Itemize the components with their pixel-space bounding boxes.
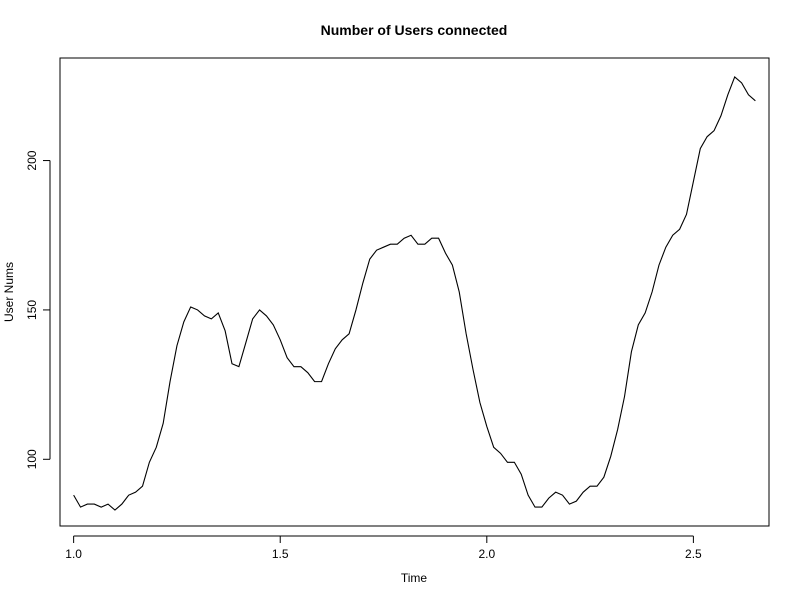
x-tick-label: 1.5 bbox=[272, 547, 289, 561]
x-tick-label: 2.0 bbox=[478, 547, 495, 561]
plot-frame bbox=[59, 57, 770, 527]
y-tick-label: 100 bbox=[25, 449, 39, 469]
x-tick-label: 2.5 bbox=[685, 547, 702, 561]
y-axis: 100 150 200 bbox=[25, 150, 51, 469]
x-axis-label: Time bbox=[401, 571, 428, 585]
y-axis-label: User Nums bbox=[2, 262, 16, 322]
x-tick-label: 1.0 bbox=[65, 547, 82, 561]
plot-area bbox=[59, 57, 770, 527]
y-tick-label: 200 bbox=[25, 150, 39, 170]
y-tick-label: 150 bbox=[25, 300, 39, 320]
x-axis: 1.0 1.5 2.0 2.5 bbox=[65, 535, 702, 561]
series-line bbox=[73, 75, 756, 511]
chart-title: Number of Users connected bbox=[321, 22, 508, 38]
